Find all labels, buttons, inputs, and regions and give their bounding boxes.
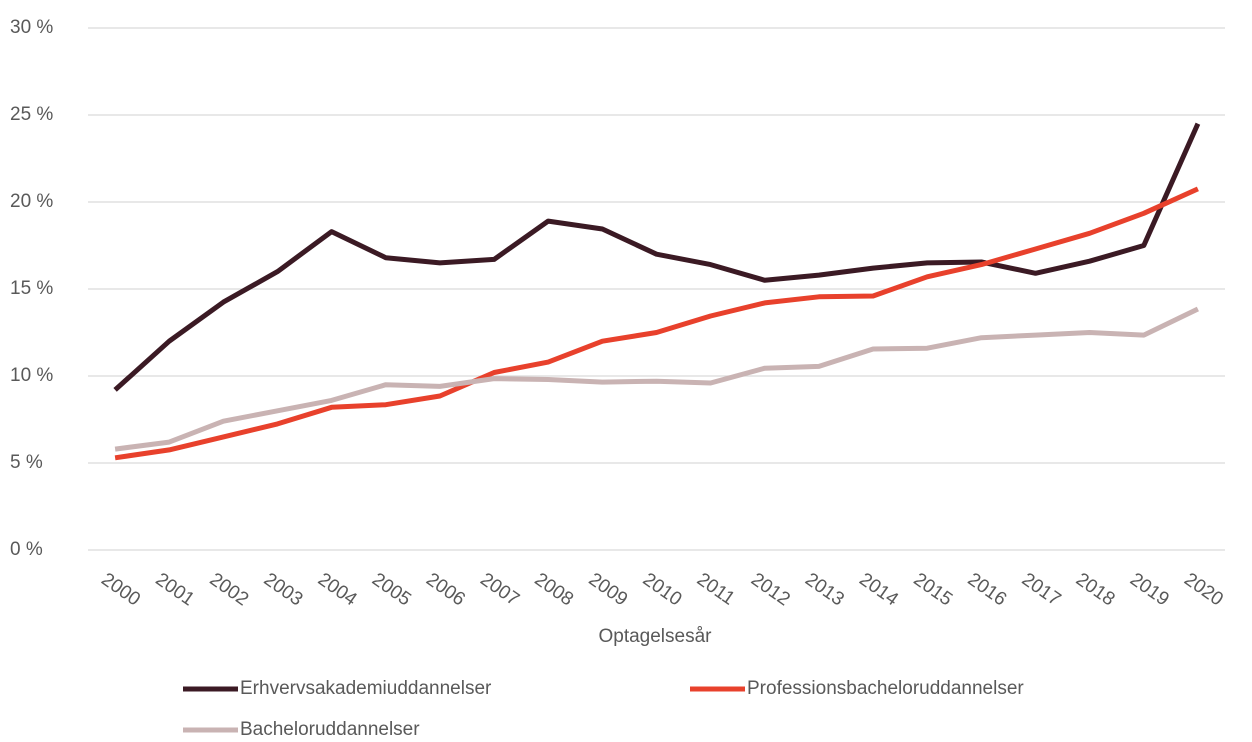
- x-tick-label: 2011: [693, 569, 739, 610]
- y-tick-label: 5 %: [10, 452, 43, 473]
- x-tick-label: 2007: [476, 569, 523, 610]
- y-tick-label: 15 %: [10, 278, 53, 299]
- x-tick-label: 2013: [801, 569, 848, 610]
- legend-label: Bacheloruddannelser: [240, 719, 420, 740]
- x-tick-label: 2006: [422, 569, 469, 610]
- x-tick-label: 2000: [97, 569, 144, 610]
- x-tick-label: 2018: [1072, 569, 1119, 610]
- series-line: [114, 186, 1199, 461]
- x-tick-label: 2016: [964, 569, 1011, 610]
- x-tick-label: 2019: [1126, 569, 1173, 610]
- x-tick-label: 2010: [639, 569, 686, 610]
- x-tick-label: 2002: [206, 569, 253, 610]
- y-tick-label: 25 %: [10, 104, 53, 125]
- y-tick-label: 20 %: [10, 191, 53, 212]
- x-tick-label: 2001: [151, 569, 198, 610]
- x-tick-label: 2012: [747, 569, 794, 610]
- legend-label: Erhvervsakademiuddannelser: [240, 678, 492, 699]
- x-tick-label: 2015: [909, 569, 956, 610]
- series-line: [114, 306, 1199, 452]
- x-tick-label: 2004: [314, 569, 361, 611]
- x-tick-label: 2017: [1018, 569, 1065, 610]
- legend-label: Professionsbacheloruddannelser: [747, 678, 1024, 699]
- series-line: [113, 122, 1201, 392]
- y-tick-label: 0 %: [10, 539, 43, 560]
- x-tick-label: 2009: [585, 569, 632, 610]
- x-tick-label: 2014: [855, 569, 902, 611]
- x-tick-label: 2008: [530, 569, 577, 610]
- y-tick-label: 30 %: [10, 17, 53, 38]
- x-tick-label: 2003: [260, 569, 307, 610]
- y-tick-label: 10 %: [10, 365, 53, 386]
- x-tick-label: 2005: [368, 569, 415, 610]
- x-tick-label: 2020: [1180, 569, 1227, 610]
- x-axis-label: Optagelsesår: [598, 626, 712, 647]
